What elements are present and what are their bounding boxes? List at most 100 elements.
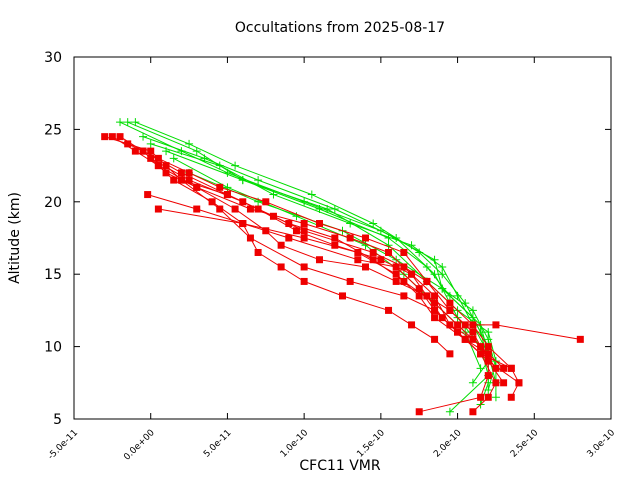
x-tick-label: 2.5e-10 <box>509 428 541 460</box>
x-tick-label: 1.5e-10 <box>355 428 387 460</box>
data-point <box>147 154 155 162</box>
data-point <box>339 292 346 300</box>
data-point <box>239 198 247 206</box>
data-point <box>169 154 178 163</box>
data-point <box>392 277 400 285</box>
x-tick-label: 1.0e-10 <box>279 428 311 460</box>
data-point <box>331 234 339 242</box>
data-point <box>216 183 224 191</box>
series-line <box>158 208 489 413</box>
data-point <box>362 263 370 271</box>
data-point <box>131 118 140 127</box>
data-point <box>254 176 263 185</box>
data-point <box>438 284 447 293</box>
data-point <box>507 364 515 372</box>
data-point <box>354 256 362 264</box>
y-tick-label: 15 <box>44 267 62 283</box>
data-point <box>123 118 132 127</box>
data-point <box>154 162 162 170</box>
data-point <box>476 364 485 373</box>
data-point <box>377 256 385 264</box>
data-point <box>231 161 240 170</box>
y-tick-label: 30 <box>44 50 62 66</box>
y-tick-label: 5 <box>53 412 62 428</box>
x-tick-label: 0.0e+00 <box>122 428 157 463</box>
data-point <box>277 263 285 271</box>
data-point <box>185 176 193 184</box>
series-green <box>131 118 493 387</box>
data-point <box>124 140 132 148</box>
data-point <box>177 169 185 177</box>
data-point <box>147 147 155 155</box>
data-point <box>131 147 139 155</box>
data-point <box>116 118 125 127</box>
data-point <box>392 270 400 278</box>
data-point <box>431 335 439 343</box>
data-point <box>139 132 148 141</box>
data-point <box>170 176 178 184</box>
data-point <box>223 191 231 199</box>
data-point <box>500 379 508 387</box>
data-point <box>285 220 293 228</box>
data-point <box>408 321 416 329</box>
data-point <box>423 292 431 300</box>
data-point <box>185 139 194 148</box>
data-point <box>262 198 270 206</box>
data-point <box>246 205 254 213</box>
data-point <box>415 292 423 300</box>
data-point <box>369 248 377 256</box>
data-point <box>477 343 485 351</box>
data-point <box>193 183 201 191</box>
data-point <box>477 393 485 401</box>
data-point <box>461 321 469 329</box>
series-red <box>116 133 508 387</box>
data-point <box>144 191 152 199</box>
data-point <box>162 147 171 156</box>
data-point <box>238 176 247 185</box>
data-point <box>453 291 462 300</box>
data-point <box>484 350 492 358</box>
x-tick-label: 2.0e-10 <box>432 428 464 460</box>
data-point <box>484 343 492 351</box>
data-point <box>146 139 155 148</box>
y-tick-label: 25 <box>44 122 62 138</box>
data-point <box>431 306 439 314</box>
data-point <box>438 262 447 271</box>
data-point <box>185 169 193 177</box>
data-point <box>423 277 431 285</box>
data-point <box>346 234 354 242</box>
data-point <box>430 270 439 279</box>
y-axis: 5 10 15 20 25 30 <box>44 50 611 428</box>
data-point <box>139 147 147 155</box>
series-line <box>119 121 497 398</box>
data-point <box>330 205 339 214</box>
data-point <box>492 379 500 387</box>
data-point <box>208 198 216 206</box>
data-point <box>446 306 454 314</box>
data-point <box>346 277 354 285</box>
data-point <box>215 161 224 170</box>
y-axis-label: Altitude (km) <box>7 192 23 284</box>
data-point <box>469 408 477 416</box>
data-point <box>400 292 408 300</box>
data-point <box>484 335 493 344</box>
series-line <box>181 179 512 369</box>
data-point <box>300 220 308 228</box>
data-point <box>300 227 308 235</box>
data-point <box>385 306 393 314</box>
data-point <box>431 299 439 307</box>
data-point <box>392 234 401 242</box>
data-point <box>492 321 500 329</box>
data-point <box>177 176 185 184</box>
series-layer <box>101 118 584 416</box>
data-point <box>307 190 316 199</box>
data-point <box>292 227 300 235</box>
data-point <box>323 205 332 214</box>
data-point <box>285 234 293 242</box>
data-point <box>193 205 201 213</box>
series-line <box>135 121 489 384</box>
data-point <box>346 219 355 228</box>
data-point <box>484 328 493 337</box>
data-point <box>507 393 515 401</box>
